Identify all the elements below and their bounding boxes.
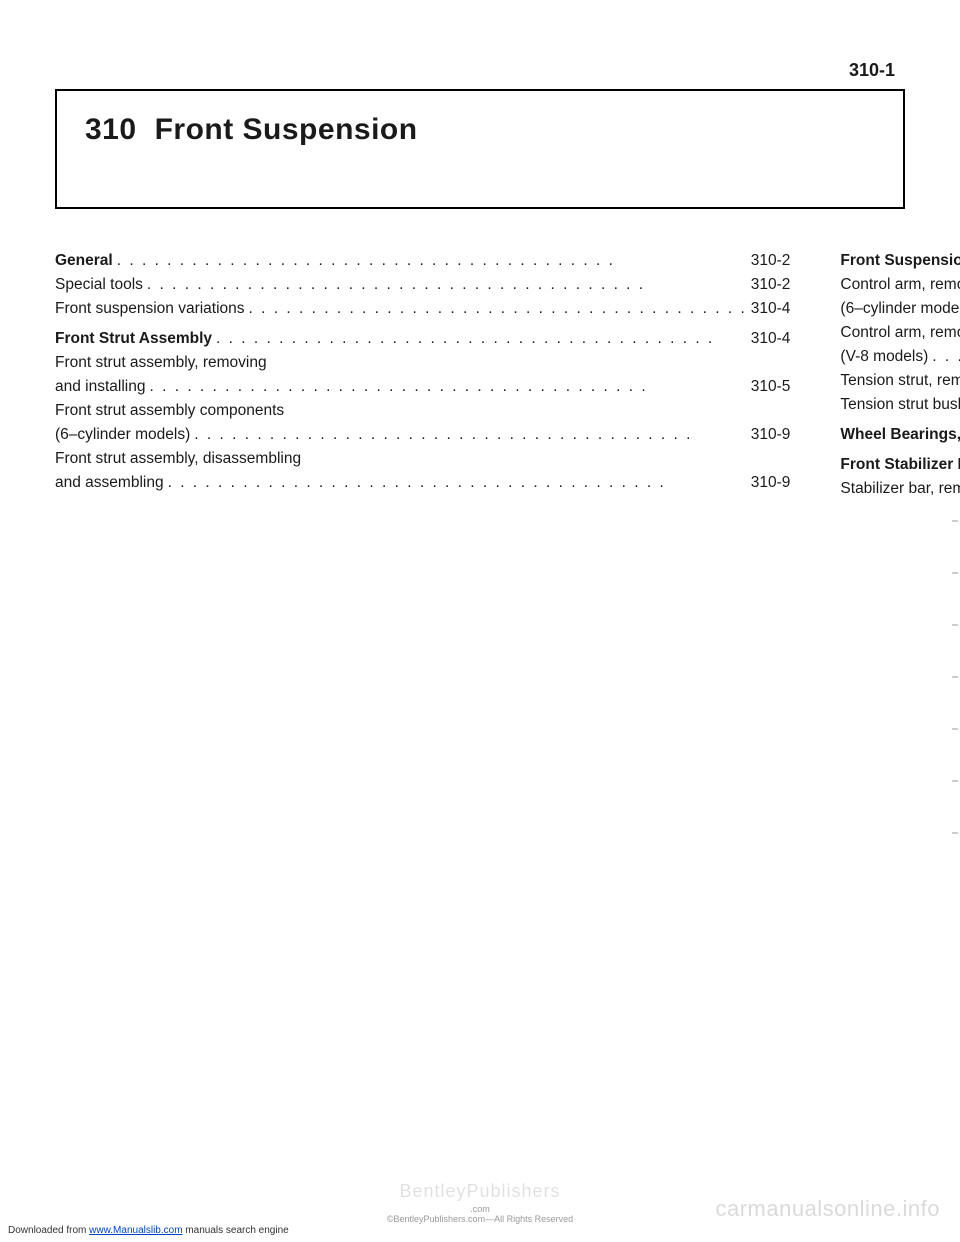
- toc-page: 310-4: [751, 297, 791, 321]
- toc-label: Tension strut, removing and installing: [840, 369, 960, 393]
- toc-page: 310-9: [751, 471, 791, 495]
- toc-line: Tension strut, removing and installing31…: [840, 369, 960, 393]
- toc-dots: [212, 327, 751, 351]
- toc-line: (6–cylinder models) 310-9: [55, 423, 790, 447]
- toc-label: Tension strut bushing, replacing: [840, 393, 960, 417]
- toc-line: Front Stabilizer Bar310-22: [840, 453, 960, 477]
- chapter-heading: 310 Front Suspension: [85, 113, 875, 147]
- toc-label: (V-8 models): [840, 345, 928, 369]
- toc-line: and assembling 310-9: [55, 471, 790, 495]
- toc-dots: [928, 345, 960, 369]
- toc-line: Tension strut bushing, replacing310-18: [840, 393, 960, 417]
- toc-line: Special tools 310-2: [55, 273, 790, 297]
- toc-label: Front suspension variations: [55, 297, 245, 321]
- publisher-ghost: BentleyPublishers: [387, 1181, 573, 1202]
- toc-label: General: [55, 249, 113, 273]
- toc-label: Control arm, removing and installing: [840, 273, 960, 297]
- toc-dots: [143, 273, 751, 297]
- chapter-number: 310: [85, 113, 137, 147]
- edge-marks: [952, 520, 958, 834]
- toc-line: Control arm, removing and installing: [840, 321, 960, 345]
- toc-dots: [113, 249, 751, 273]
- toc-label: Front strut assembly components: [55, 399, 284, 423]
- toc-line: (6–cylinder models)310-12: [840, 297, 960, 321]
- toc-dots: [164, 471, 751, 495]
- toc-line: and installing 310-5: [55, 375, 790, 399]
- toc-right-column: Front Suspension Arms310-12Control arm, …: [840, 249, 960, 501]
- toc-dots: [145, 375, 750, 399]
- footer-left: Downloaded from www.Manualslib.com manua…: [8, 1225, 289, 1236]
- toc-label: Wheel Bearings, Front: [840, 423, 960, 447]
- toc-label: Front Strut Assembly: [55, 327, 212, 351]
- toc-label: Front Suspension Arms: [840, 249, 960, 273]
- toc-page: 310-4: [751, 327, 791, 351]
- footer-center: BentleyPublishers .com ©BentleyPublisher…: [387, 1181, 573, 1224]
- toc-page: 310-2: [751, 249, 791, 273]
- toc-line: Wheel Bearings, Front310-18: [840, 423, 960, 447]
- toc-page: 310-9: [751, 423, 791, 447]
- toc-line: Front Suspension Arms310-12: [840, 249, 960, 273]
- toc-label: and assembling: [55, 471, 164, 495]
- toc-line: General 310-2: [55, 249, 790, 273]
- toc-line: Front strut assembly components: [55, 399, 790, 423]
- toc-line: Control arm, removing and installing: [840, 273, 960, 297]
- publisher-sub: .com: [387, 1204, 573, 1214]
- watermark: carmanualsonline.info: [715, 1196, 940, 1222]
- chapter-title-box: 310 Front Suspension: [55, 89, 905, 209]
- toc-label: Front Stabilizer Bar: [840, 453, 960, 477]
- toc-line: Stabilizer bar, removing and installing3…: [840, 477, 960, 501]
- toc-left-column: General310-2Special tools310-2Front susp…: [55, 249, 790, 501]
- toc-line: Front strut assembly, removing: [55, 351, 790, 375]
- toc-label: Special tools: [55, 273, 143, 297]
- toc-label: Control arm, removing and installing: [840, 321, 960, 345]
- chapter-title-text: Front Suspension: [155, 113, 418, 146]
- toc-label: Stabilizer bar, removing and installing: [840, 477, 960, 501]
- footer-link[interactable]: www.Manualslib.com: [89, 1225, 182, 1236]
- toc-label: Front strut assembly, removing: [55, 351, 267, 375]
- toc-line: (V-8 models)310-13: [840, 345, 960, 369]
- toc-dots: [245, 297, 751, 321]
- toc-label: (6–cylinder models): [55, 423, 190, 447]
- toc-label: and installing: [55, 375, 145, 399]
- toc-line: Front strut assembly, disassembling: [55, 447, 790, 471]
- toc-line: Front Strut Assembly 310-4: [55, 327, 790, 351]
- toc-line: Front suspension variations 310-4: [55, 297, 790, 321]
- rights-text: ©BentleyPublishers.com—All Rights Reserv…: [387, 1214, 573, 1224]
- toc-page: 310-5: [751, 375, 791, 399]
- toc-page: 310-2: [751, 273, 791, 297]
- toc-label: (6–cylinder models): [840, 297, 960, 321]
- page-number: 310-1: [55, 60, 905, 81]
- toc-dots: [190, 423, 751, 447]
- footer-suffix: manuals search engine: [183, 1225, 289, 1236]
- toc-label: Front strut assembly, disassembling: [55, 447, 301, 471]
- footer-prefix: Downloaded from: [8, 1225, 89, 1236]
- toc-columns: General310-2Special tools310-2Front susp…: [55, 249, 905, 501]
